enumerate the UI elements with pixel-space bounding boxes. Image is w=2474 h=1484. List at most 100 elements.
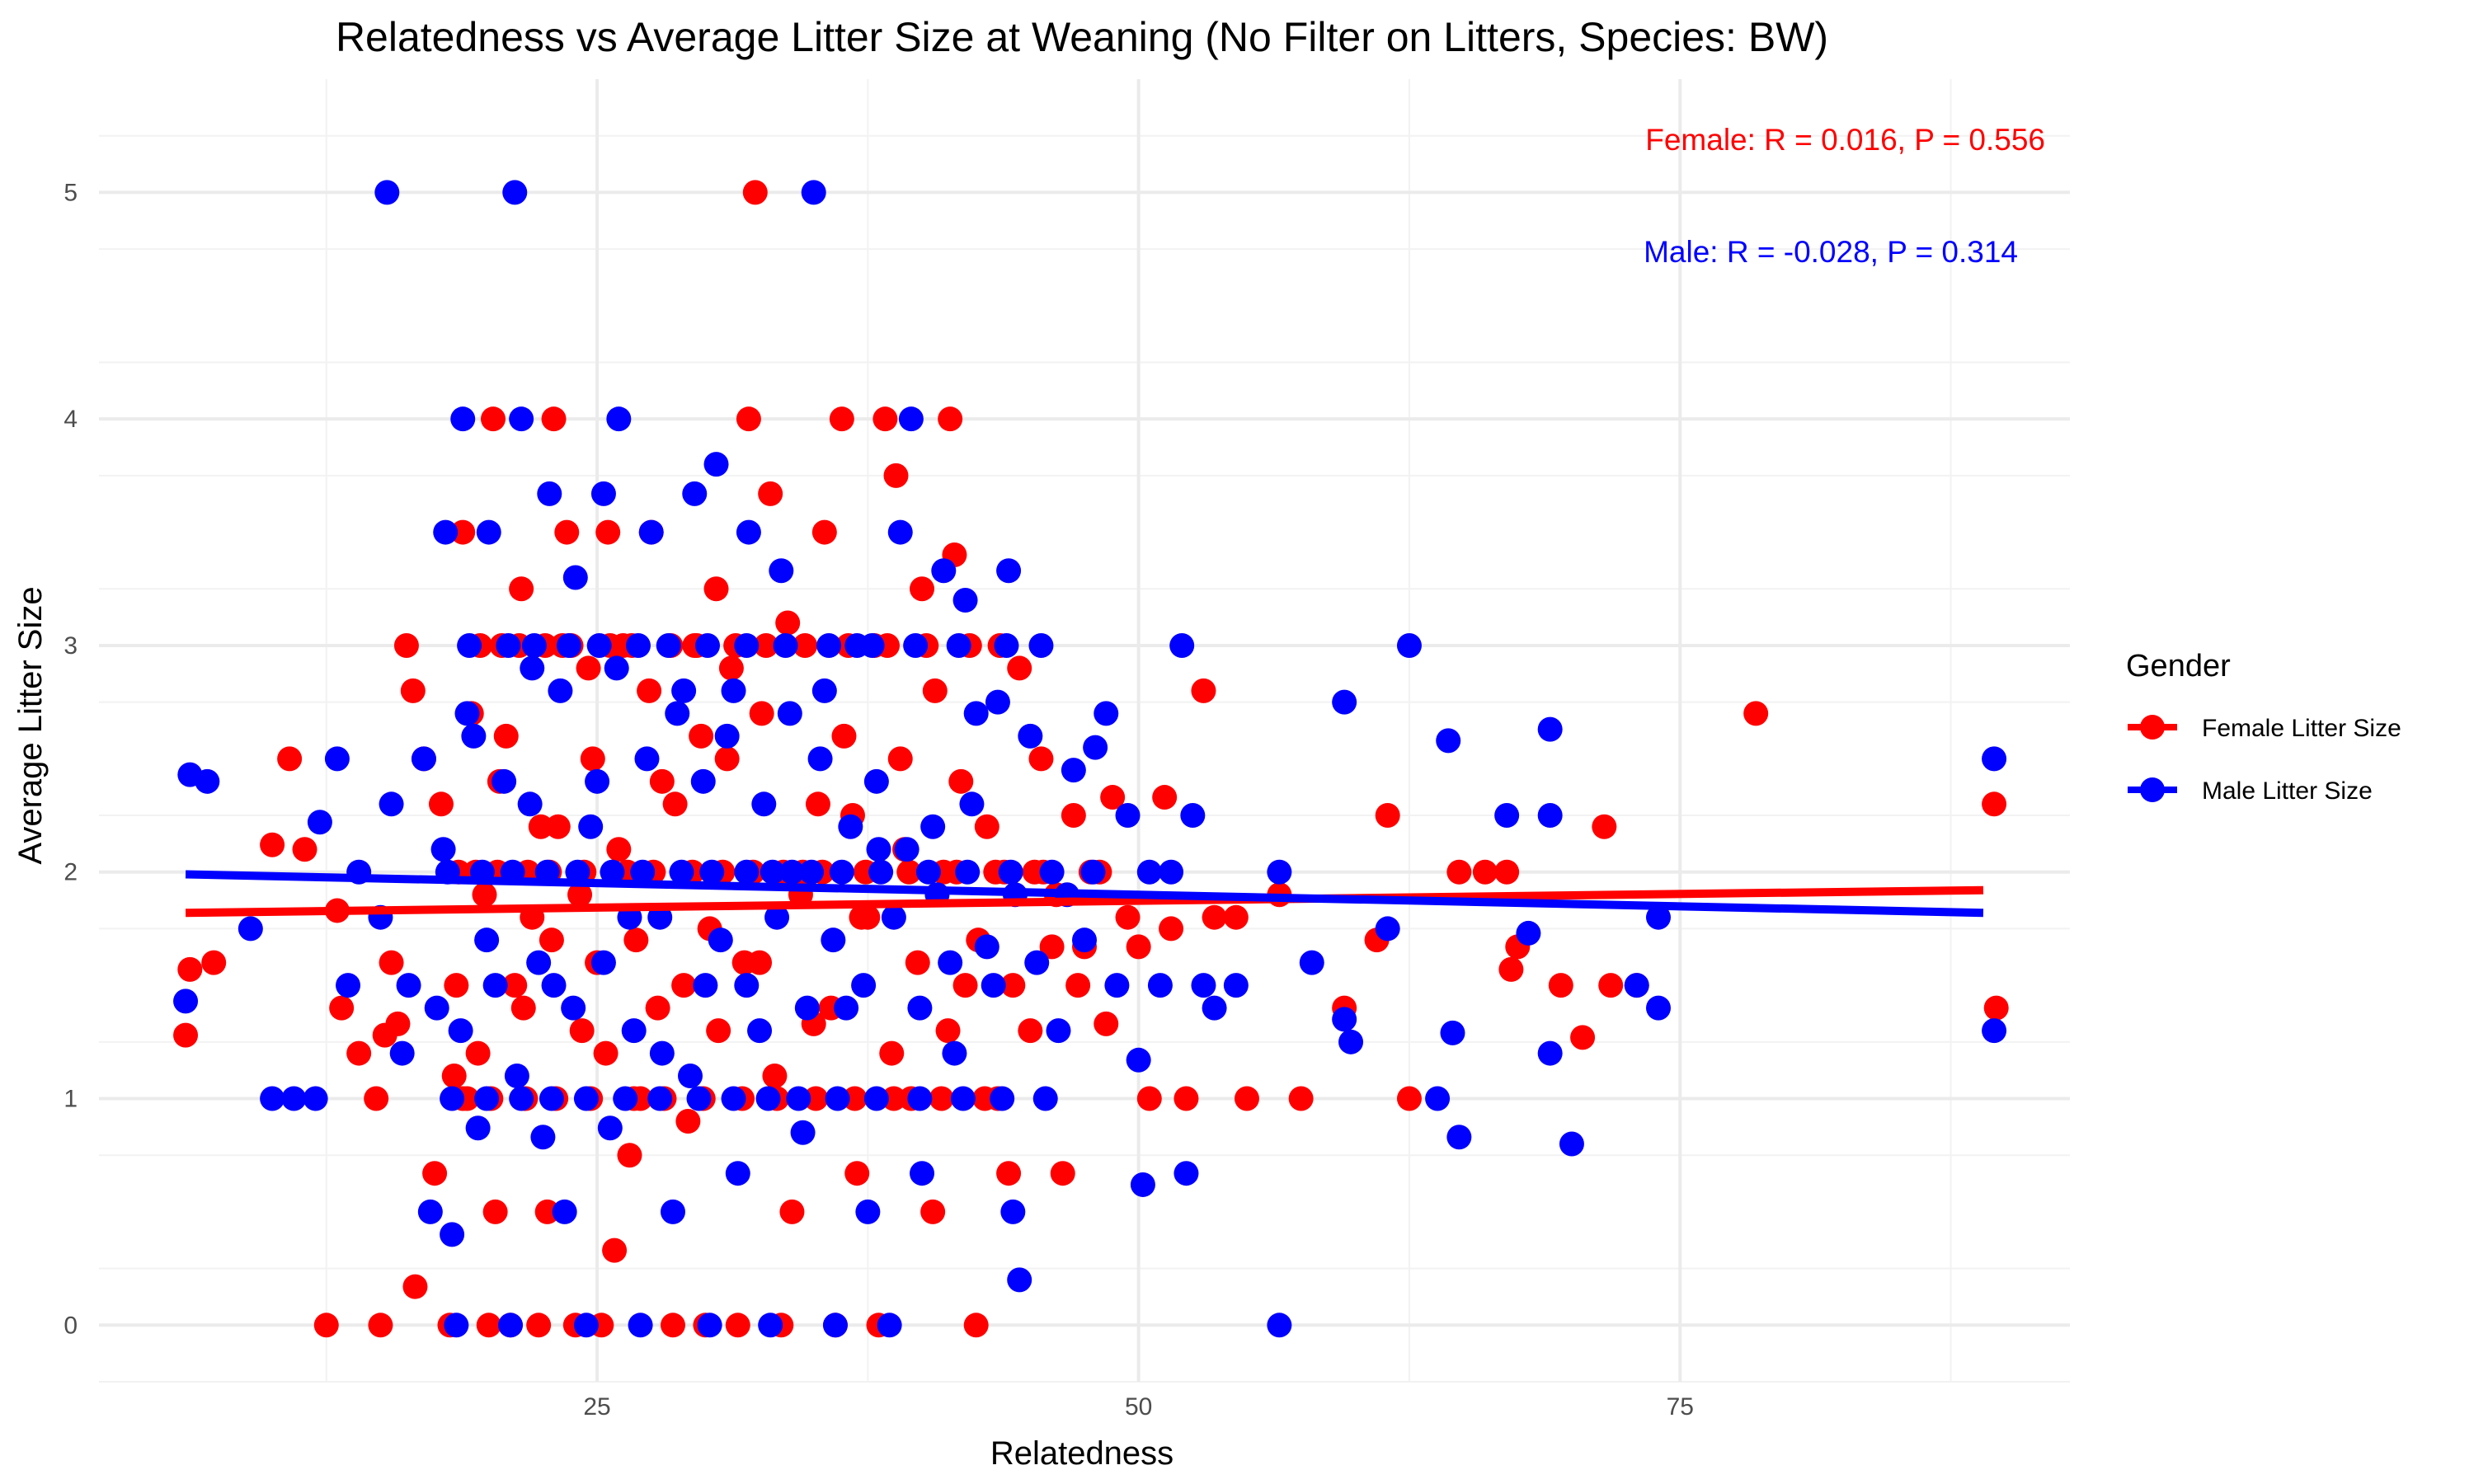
male-data-point — [665, 701, 690, 726]
male-data-point — [1396, 632, 1422, 658]
female-data-point — [441, 1064, 467, 1089]
female-data-point — [595, 519, 621, 545]
legend-key-male-dot — [2140, 777, 2165, 802]
male-data-point — [457, 632, 482, 658]
male-data-point — [597, 1115, 623, 1141]
male-data-point — [573, 1313, 599, 1338]
male-data-point — [561, 995, 586, 1021]
male-data-point — [981, 973, 1006, 998]
male-data-point — [714, 723, 740, 749]
male-data-point — [1537, 803, 1563, 829]
female-data-point — [1472, 859, 1498, 885]
male-data-point — [1425, 1086, 1451, 1111]
female-data-point — [554, 519, 580, 545]
female-data-point — [1115, 904, 1141, 930]
female-data-point — [1983, 995, 2009, 1021]
female-data-point — [1202, 904, 1227, 930]
female-data-point — [509, 576, 534, 602]
male-data-point — [959, 791, 985, 817]
male-data-point — [520, 655, 545, 681]
male-data-point — [998, 859, 1023, 885]
female-data-point — [972, 1086, 998, 1111]
male-data-point — [721, 678, 746, 703]
male-data-point — [336, 973, 361, 998]
male-data-point — [433, 519, 459, 545]
female-data-point — [758, 481, 783, 506]
male-data-point — [955, 859, 981, 885]
y-tick-label: 1 — [63, 1086, 78, 1113]
female-data-point — [1570, 1025, 1596, 1050]
male-data-point — [411, 746, 436, 772]
female-data-point — [703, 576, 729, 602]
male-data-point — [703, 452, 729, 477]
male-data-point — [859, 632, 885, 658]
male-data-point — [1267, 1313, 1292, 1338]
female-data-point — [1136, 1086, 1162, 1111]
female-data-point — [1743, 701, 1769, 726]
male-data-point — [1115, 803, 1141, 829]
female-data-point — [1094, 1011, 1119, 1036]
male-data-point — [1436, 728, 1461, 754]
male-data-point — [920, 814, 946, 839]
female-data-point — [935, 1018, 961, 1044]
legend-title: Gender — [2126, 649, 2231, 683]
male-data-point — [465, 1115, 491, 1141]
female-data-point — [385, 1011, 411, 1036]
male-data-point — [476, 519, 501, 545]
grid-lines — [99, 79, 2070, 1383]
female-data-point — [313, 1313, 339, 1338]
male-data-point — [625, 632, 651, 658]
legend-key-female-dot — [2140, 715, 2165, 740]
male-data-point — [760, 859, 785, 885]
female-data-point — [1494, 859, 1520, 885]
female-data-point — [346, 1040, 372, 1066]
y-tick-label: 3 — [63, 632, 78, 660]
male-data-point — [1130, 1172, 1155, 1197]
male-data-point — [1080, 859, 1106, 885]
male-data-point — [1039, 859, 1065, 885]
female-data-point — [793, 632, 818, 658]
female-data-point — [660, 1313, 685, 1338]
female-data-point — [569, 1018, 595, 1044]
male-data-point — [509, 406, 534, 432]
female-data-point — [368, 1313, 393, 1338]
male-data-point — [736, 519, 761, 545]
male-data-point — [863, 768, 889, 794]
male-data-point — [1982, 1018, 2007, 1044]
male-data-point — [649, 1040, 675, 1066]
male-data-point — [630, 859, 656, 885]
female-data-point — [502, 973, 528, 998]
male-data-point — [801, 180, 826, 205]
male-data-point — [1032, 1086, 1058, 1111]
female-data-point — [718, 655, 744, 681]
female-data-point — [1446, 859, 1472, 885]
female-correlation-annotation: Female: R = 0.016, P = 0.556 — [1645, 123, 2045, 157]
male-data-point — [695, 632, 721, 658]
male-data-point — [424, 995, 449, 1021]
female-data-point — [1159, 916, 1184, 942]
female-data-point — [842, 1086, 868, 1111]
male-data-point — [1046, 1018, 1071, 1044]
male-data-point — [822, 1313, 848, 1338]
female-data-point — [1375, 803, 1400, 829]
male-data-point — [881, 904, 906, 930]
x-axis-title: Relatedness — [990, 1435, 1174, 1472]
female-data-point — [831, 723, 857, 749]
female-data-point — [671, 973, 697, 998]
male-data-point — [573, 1086, 599, 1111]
female-data-point — [896, 859, 922, 885]
female-data-point — [526, 1313, 552, 1338]
y-axis-title: Average Litter Size — [12, 586, 49, 864]
male-data-point — [1267, 859, 1292, 885]
male-data-point — [604, 655, 629, 681]
male-data-point — [825, 1086, 850, 1111]
female-data-point — [593, 1040, 618, 1066]
male-data-point — [647, 1086, 673, 1111]
male-data-point — [430, 837, 456, 862]
female-data-point — [1174, 1086, 1199, 1111]
male-data-point — [931, 558, 957, 584]
female-data-point — [173, 1022, 199, 1048]
male-data-point — [1494, 803, 1520, 829]
male-data-point — [504, 1064, 529, 1089]
male-data-point — [887, 519, 913, 545]
